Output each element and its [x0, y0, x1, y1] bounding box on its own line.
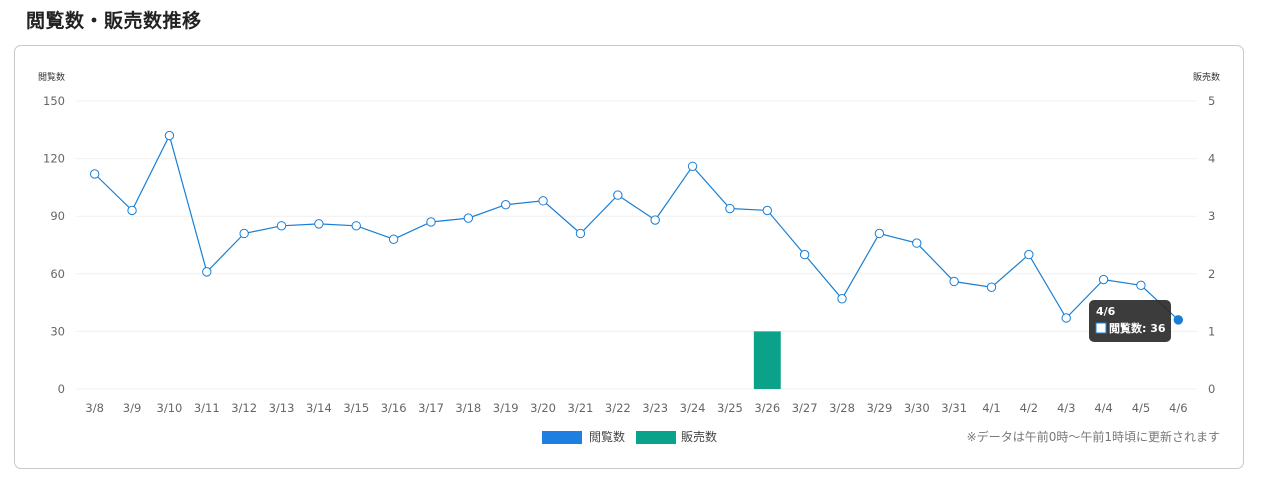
views-point[interactable] [725, 203, 735, 214]
views-point[interactable] [986, 282, 997, 292]
tooltip-swatch [1095, 322, 1107, 334]
legend: 閲覧数 販売数 [542, 429, 717, 444]
left-tick-label: 90 [50, 209, 65, 223]
left-tick-label: 0 [58, 382, 65, 396]
page-title: 閲覧数・販売数推移 [26, 10, 202, 32]
views-point[interactable] [314, 219, 324, 229]
views-point[interactable] [127, 205, 137, 216]
x-tick-label: 4/4 [1094, 401, 1113, 415]
views-point[interactable] [276, 221, 287, 231]
x-tick-label: 3/27 [792, 401, 818, 415]
views-point[interactable] [239, 228, 249, 239]
left-axis: 0 30 60 90 120 150 [43, 94, 65, 396]
views-point[interactable] [613, 190, 623, 200]
tooltip-box [1089, 300, 1171, 342]
x-tick-label: 3/12 [231, 401, 257, 415]
x-tick-label: 4/2 [1020, 401, 1039, 415]
views-series-line [94, 133, 1179, 321]
views-point[interactable] [650, 215, 660, 225]
chart-card [14, 45, 1244, 469]
x-tick-label: 3/18 [455, 401, 481, 415]
legend-swatch-views[interactable] [542, 431, 582, 444]
views-point[interactable] [687, 161, 698, 171]
tooltip: 4/6 閲覧数: 36 [1089, 300, 1171, 342]
x-tick-label: 3/8 [85, 401, 104, 415]
tooltip-title: 4/6 [1096, 305, 1116, 318]
x-tick-label: 3/30 [904, 401, 930, 415]
views-point[interactable] [762, 205, 772, 216]
x-tick-label: 3/25 [717, 401, 743, 415]
grid-lines [76, 100, 1197, 390]
x-tick-label: 3/20 [530, 401, 556, 415]
views-point[interactable] [1173, 315, 1184, 325]
x-tick-label: 4/5 [1132, 401, 1151, 415]
views-point[interactable] [351, 221, 361, 231]
legend-swatch-sales[interactable] [636, 431, 676, 444]
right-axis: 0 1 2 3 4 5 [1208, 94, 1215, 396]
x-tick-label: 4/6 [1169, 401, 1188, 415]
tooltip-value: 閲覧数: 36 [1109, 321, 1166, 335]
views-point[interactable] [837, 294, 847, 304]
views-point[interactable] [463, 213, 474, 223]
views-point[interactable] [538, 196, 548, 206]
views-point[interactable] [575, 228, 586, 239]
views-point[interactable] [89, 169, 100, 179]
x-tick-label: 3/15 [343, 401, 369, 415]
views-point[interactable] [202, 267, 212, 277]
x-tick-label: 3/22 [605, 401, 631, 415]
update-note: ※データは午前0時〜午前1時頃に更新されます [967, 429, 1220, 444]
views-point[interactable] [1098, 274, 1109, 285]
x-tick-label: 3/24 [680, 401, 706, 415]
views-point[interactable] [1024, 249, 1034, 260]
views-point[interactable] [874, 228, 885, 239]
x-tick-label: 3/29 [866, 401, 892, 415]
x-axis: 3/8 3/9 3/10 3/11 3/12 3/13 3/14 3/15 3/16 3/17 3/… [85, 401, 1187, 415]
views-point[interactable] [799, 249, 810, 260]
x-tick-label: 3/11 [194, 401, 220, 415]
right-tick-label: 2 [1208, 267, 1215, 281]
right-tick-label: 4 [1208, 152, 1215, 166]
right-axis-title: 販売数 [1193, 71, 1220, 83]
x-tick-label: 3/17 [418, 401, 444, 415]
views-point[interactable] [949, 276, 959, 287]
views-point[interactable] [164, 130, 175, 141]
sales-bar[interactable] [753, 331, 781, 389]
x-tick-label: 3/28 [829, 401, 855, 415]
right-tick-label: 1 [1208, 324, 1215, 338]
left-tick-label: 60 [50, 267, 65, 281]
views-point[interactable] [912, 238, 922, 248]
left-tick-label: 150 [43, 94, 65, 108]
views-line [89, 130, 1184, 325]
x-tick-label: 3/10 [157, 401, 183, 415]
views-point[interactable] [388, 234, 399, 244]
x-tick-label: 3/9 [123, 401, 142, 415]
x-tick-label: 4/1 [982, 401, 1001, 415]
right-tick-label: 0 [1208, 382, 1215, 396]
x-tick-label: 3/21 [568, 401, 594, 415]
left-axis-title: 閲覧数 [38, 71, 65, 83]
x-tick-label: 4/3 [1057, 401, 1076, 415]
views-point[interactable] [426, 217, 436, 227]
right-tick-label: 5 [1208, 94, 1215, 108]
legend-label-views[interactable]: 閲覧数 [589, 429, 625, 444]
views-point[interactable] [1061, 313, 1071, 323]
sales-bars [753, 331, 781, 389]
legend-label-sales[interactable]: 販売数 [681, 429, 717, 444]
x-tick-label: 3/13 [269, 401, 295, 415]
x-tick-label: 3/19 [493, 401, 519, 415]
left-tick-label: 120 [43, 152, 65, 166]
views-point[interactable] [501, 199, 511, 210]
x-tick-label: 3/31 [941, 401, 967, 415]
x-tick-label: 3/14 [306, 401, 332, 415]
right-tick-label: 3 [1208, 209, 1215, 223]
x-tick-label: 3/26 [754, 401, 780, 415]
x-tick-label: 3/23 [642, 401, 668, 415]
views-point[interactable] [1136, 280, 1146, 291]
left-tick-label: 30 [50, 324, 65, 338]
x-tick-label: 3/16 [381, 401, 407, 415]
